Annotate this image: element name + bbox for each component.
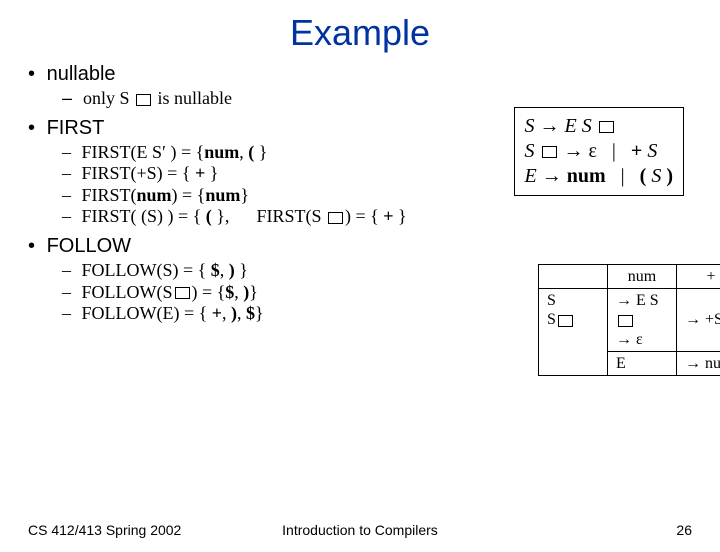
nullable-text: only S is nullable xyxy=(83,88,232,108)
bullet-dot-icon: • xyxy=(28,63,35,85)
footer-right: 26 xyxy=(676,522,692,538)
footer-left: CS 412/413 Spring 2002 xyxy=(28,522,181,538)
table-corner xyxy=(539,264,608,288)
col-num: num xyxy=(608,264,677,288)
follow-item-2: – FOLLOW(E) = { +, ), $} xyxy=(62,303,268,325)
cell: → E S→ ε xyxy=(608,289,677,352)
bullet-dot-icon: • xyxy=(28,235,35,257)
follow-text-1: FOLLOW(S) = {$, )} xyxy=(82,282,258,302)
bullet-dot-icon: • xyxy=(28,117,35,139)
grammar-box: S → E S S → ε | + S E → num | ( S ) xyxy=(514,107,684,196)
first-extra: FIRST(S ) = { + } xyxy=(256,206,406,226)
dash-icon: – xyxy=(62,163,71,183)
table-header-row: num + ( ) $ xyxy=(539,264,720,288)
follow-text-2: FOLLOW(E) = { +, ), $} xyxy=(82,303,264,323)
follow-item-1: – FOLLOW(S) = {$, )} xyxy=(62,282,268,304)
dash-icon: – xyxy=(62,142,71,162)
dash-icon: – xyxy=(62,260,71,280)
follow-text-0: FOLLOW(S) = { $, ) } xyxy=(82,260,248,280)
row-E: E xyxy=(608,351,677,375)
first-heading: FIRST xyxy=(47,117,105,139)
nullable-heading: nullable xyxy=(47,63,116,85)
bullet-follow: • FOLLOW xyxy=(28,234,692,258)
slide-footer: CS 412/413 Spring 2002 Introduction to C… xyxy=(0,522,720,538)
row-S: SS xyxy=(539,289,608,376)
first-text-0: FIRST(E S′ ) = {num, ( } xyxy=(82,142,268,162)
first-text-1: FIRST(+S) = { + } xyxy=(82,163,219,183)
first-text-3: FIRST( (S) ) = { ( }, xyxy=(82,206,230,226)
dash-icon: – xyxy=(62,206,71,226)
cell: → +S xyxy=(677,289,720,352)
dash-icon: – xyxy=(62,282,71,302)
first-item-3: – FIRST( (S) ) = { ( }, FIRST(S ) = { + … xyxy=(62,206,692,228)
cell: → num xyxy=(677,351,720,375)
follow-heading: FOLLOW xyxy=(47,235,131,257)
dash-icon: – xyxy=(62,88,72,108)
follow-item-0: – FOLLOW(S) = { $, ) } xyxy=(62,260,268,282)
bullet-nullable: • nullable xyxy=(28,62,692,86)
col-plus: + xyxy=(677,264,720,288)
dash-icon: – xyxy=(62,303,71,323)
first-text-2: FIRST(num) = {num} xyxy=(82,185,249,205)
slide-title: Example xyxy=(0,12,720,54)
table-row: SS → E S→ ε → +S → E S → ε xyxy=(539,289,720,352)
parse-table: num + ( ) $ SS → E S→ ε → +S → E S → ε E… xyxy=(538,264,720,376)
dash-icon: – xyxy=(62,185,71,205)
